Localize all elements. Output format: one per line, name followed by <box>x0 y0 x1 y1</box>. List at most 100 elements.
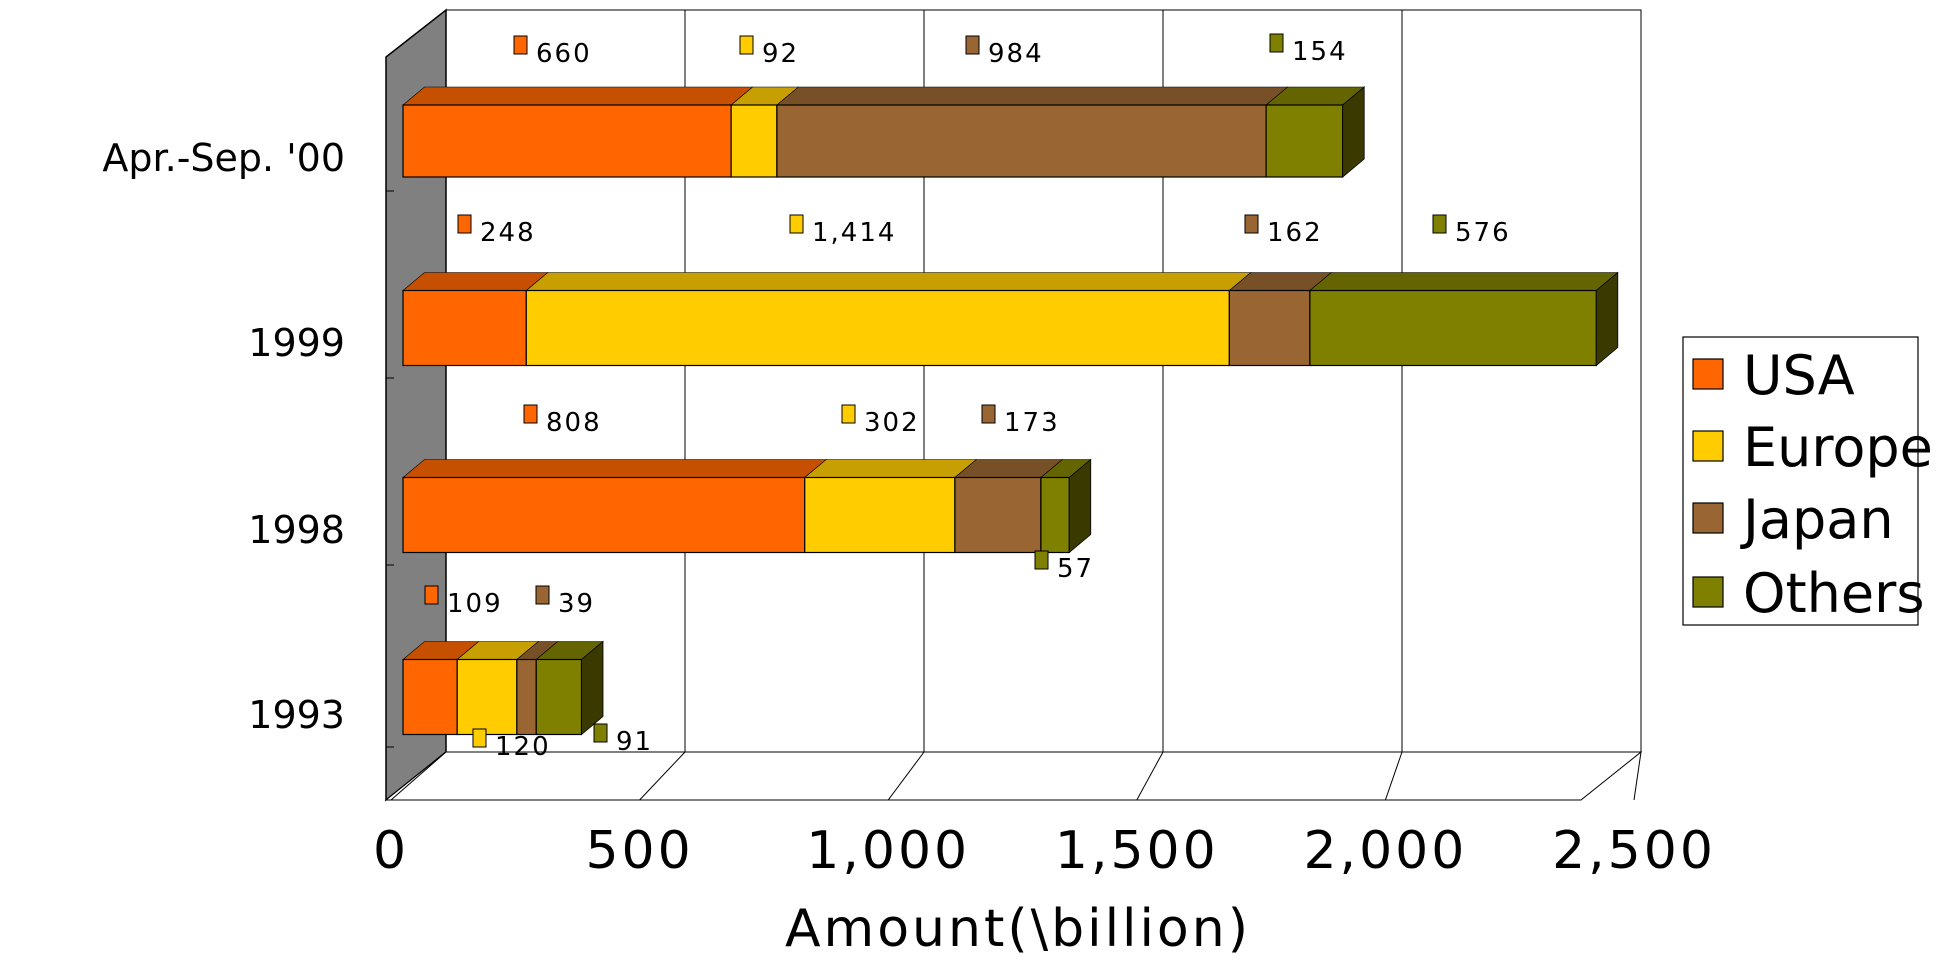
data-label-group: 1,414 <box>789 214 896 248</box>
data-label-group: 109 <box>424 585 503 619</box>
legend-swatch <box>1692 502 1724 534</box>
data-label-marker <box>1432 214 1447 234</box>
x-floor-gridline <box>887 751 925 801</box>
data-label: 302 <box>864 408 920 438</box>
bar-front-face <box>402 104 732 178</box>
bar-front-face <box>776 104 1267 178</box>
bar-side-face <box>581 640 604 736</box>
data-label-group: 92 <box>739 35 799 69</box>
data-label-marker <box>1244 214 1259 234</box>
bar-segment <box>1040 458 1092 554</box>
legend-label: Europe <box>1743 416 1933 479</box>
data-label: 109 <box>447 589 503 619</box>
x-tick-label: 2,000 <box>1303 821 1467 881</box>
bar-segment <box>402 272 549 367</box>
legend-swatch <box>1692 576 1724 608</box>
data-label-group: 173 <box>981 404 1060 438</box>
legend: USA Europe Japan Others <box>1682 336 1933 626</box>
data-label: 91 <box>616 727 653 757</box>
data-label-marker <box>981 404 996 424</box>
x-tick-label: 500 <box>585 821 693 881</box>
data-label: 808 <box>546 408 602 438</box>
data-label-marker <box>1034 550 1049 570</box>
data-label: 248 <box>480 218 536 248</box>
data-label: 162 <box>1267 218 1323 248</box>
bar-side-face <box>1068 458 1092 554</box>
y-category-label: Apr.-Sep. '00 <box>102 136 345 180</box>
bar-front-face <box>1040 476 1070 554</box>
x-floor-gridline <box>390 751 447 801</box>
bar-front-face <box>402 476 806 554</box>
data-label-group: 120 <box>472 728 549 762</box>
y-category-label: 1999 <box>248 321 345 365</box>
bar-segment <box>456 641 540 736</box>
bar-front-face <box>1309 289 1597 367</box>
bar-front-face <box>402 658 458 736</box>
data-label-marker <box>965 35 980 55</box>
data-label-marker <box>472 728 487 748</box>
data-label: 660 <box>536 39 592 69</box>
legend-label: Japan <box>1740 488 1894 551</box>
data-label: 984 <box>988 39 1044 69</box>
x-floor-gridline <box>1633 751 1642 801</box>
data-label-group: 154 <box>1269 33 1348 67</box>
data-label-group: 39 <box>535 585 595 619</box>
data-label-marker <box>789 214 804 234</box>
data-label-group: 248 <box>457 214 536 248</box>
bar-front-face <box>804 476 956 554</box>
data-label-group: 57 <box>1034 550 1094 584</box>
x-axis-title: Amount(\billion) <box>785 899 1251 959</box>
x-tick-label: 1,500 <box>1055 821 1219 881</box>
data-label-group: 660 <box>513 35 592 69</box>
bar-top-face <box>1309 272 1619 291</box>
bar-side-face <box>1595 271 1619 367</box>
bar-segment <box>776 86 1289 178</box>
bar-front-face <box>730 104 778 178</box>
data-label-group: 576 <box>1432 214 1511 248</box>
data-label-marker <box>457 214 472 234</box>
data-label: 57 <box>1057 554 1094 584</box>
data-label: 1,414 <box>812 218 896 248</box>
bar-segment <box>535 640 604 736</box>
data-label: 154 <box>1292 37 1348 67</box>
data-label-marker <box>513 35 528 55</box>
bar-front-face <box>525 289 1230 367</box>
data-label-marker <box>593 723 608 743</box>
bar-segment <box>516 641 559 736</box>
legend-label: Others <box>1743 562 1924 625</box>
data-label: 576 <box>1455 218 1511 248</box>
x-tick-label: 1,000 <box>806 821 970 881</box>
bar-segment <box>402 641 480 736</box>
data-label-marker <box>739 35 754 55</box>
bar-top-face <box>803 459 978 478</box>
legend-label: USA <box>1743 344 1855 407</box>
y-category-label: 1993 <box>248 693 345 737</box>
bar-front-face <box>1265 104 1344 178</box>
bar-top-face <box>525 272 1252 291</box>
x-tick-label: 2,500 <box>1552 821 1716 881</box>
x-floor-gridline <box>1136 751 1164 801</box>
data-label-group: 162 <box>1244 214 1323 248</box>
data-label-marker <box>535 585 550 605</box>
bar-front-face <box>456 658 518 736</box>
data-label-group: 808 <box>523 404 602 438</box>
data-label: 173 <box>1004 408 1060 438</box>
bar-top-face <box>402 86 754 106</box>
plot-floor <box>384 751 1643 801</box>
data-label: 92 <box>762 39 799 69</box>
bar-segment <box>730 86 800 178</box>
y-category-label: 1998 <box>248 508 345 552</box>
bar-top-face <box>402 272 549 291</box>
data-label-group: 302 <box>841 404 920 438</box>
bar-top-face <box>776 86 1289 106</box>
bar-segment <box>1309 271 1619 367</box>
bar-segment <box>954 459 1064 554</box>
bar-front-face <box>1228 289 1311 367</box>
y-category-labels: Apr.-Sep. '00 1999 1998 1993 <box>102 136 345 737</box>
data-label: 39 <box>558 589 595 619</box>
bars: 660 92 984 154 248 1,414 162 576 808 302 173 57 109 1… <box>402 33 1619 762</box>
data-label-group: 984 <box>965 35 1044 69</box>
bar-front-face <box>535 658 583 736</box>
data-label-marker <box>523 404 538 424</box>
